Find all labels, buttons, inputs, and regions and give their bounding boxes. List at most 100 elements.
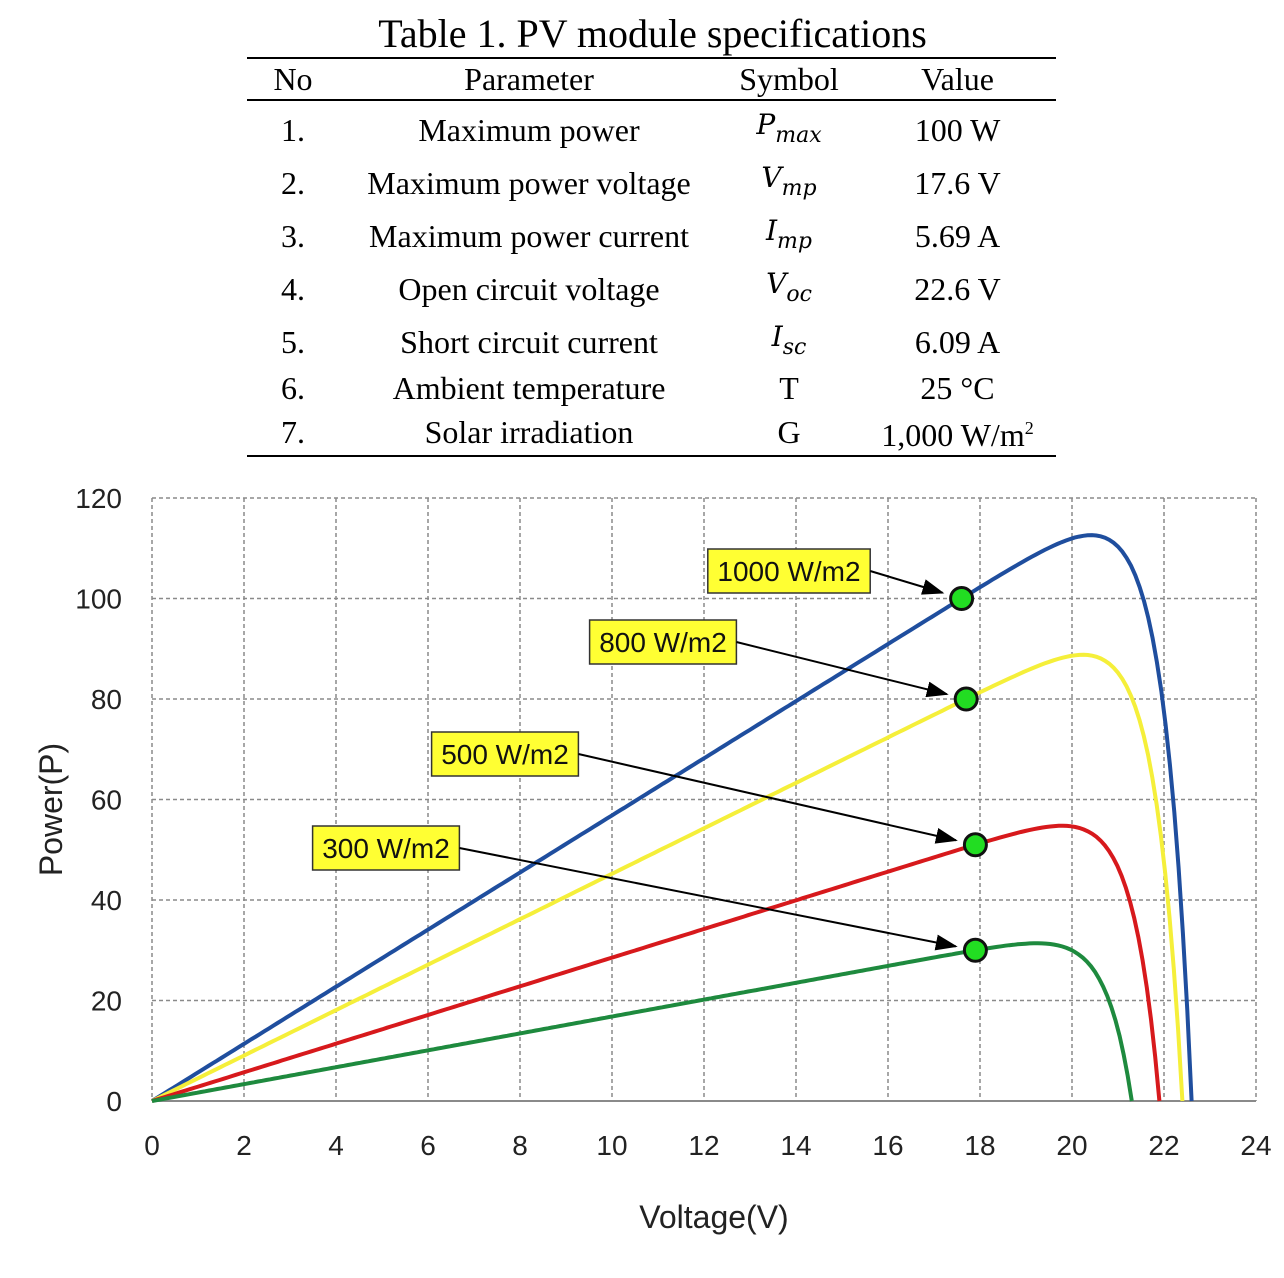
row-parameter: Maximum power voltage	[367, 164, 691, 201]
header-no: No	[273, 61, 313, 97]
row-value: 17.6 V	[859, 156, 1056, 209]
row-number: 3.	[281, 217, 305, 254]
row-number: 2.	[281, 164, 305, 201]
row-number: 5.	[281, 323, 305, 360]
symbol-subscript: max	[775, 123, 822, 148]
x-tick-label: 24	[1240, 1130, 1271, 1161]
y-tick-label: 100	[75, 584, 122, 615]
row-value: 5.69 A	[859, 209, 1056, 262]
x-axis-label: Voltage(V)	[639, 1199, 788, 1235]
x-tick-label: 6	[420, 1130, 436, 1161]
symbol-subscript: mp	[781, 176, 817, 201]
row-number: 4.	[281, 270, 305, 307]
symbol-subscript: sc	[782, 335, 807, 360]
row-parameter: Maximum power current	[369, 217, 689, 254]
row-number: 6.	[281, 370, 305, 406]
x-tick-label: 4	[328, 1130, 344, 1161]
y-tick-label: 120	[75, 483, 122, 514]
row-parameter: Ambient temperature	[392, 370, 666, 406]
row-number: 7.	[281, 413, 305, 450]
row-symbol: Vmp	[719, 156, 859, 209]
symbol-main: V	[761, 161, 782, 194]
series-label-box	[707, 548, 871, 594]
x-tick-label: 22	[1148, 1130, 1179, 1161]
y-axis-label: Power(P)	[33, 743, 69, 876]
symbol-main: I	[771, 320, 783, 353]
table-row: 6. Ambient temperature T 25 °C	[247, 368, 1056, 408]
y-tick-label: 20	[91, 986, 122, 1017]
value-text: 100 W	[914, 111, 1001, 148]
y-tick-label: 40	[91, 885, 122, 916]
y-tick-label: 0	[106, 1086, 122, 1117]
header-parameter: Parameter	[464, 61, 594, 97]
x-tick-label: 12	[688, 1130, 719, 1161]
symbol-main: P	[756, 108, 776, 141]
symbol-main: T	[779, 370, 799, 406]
series-line	[151, 823, 1162, 1103]
symbol-main: V	[766, 267, 787, 300]
series-label-arrow	[459, 847, 958, 951]
value-text: 1,000 W/m	[881, 417, 1025, 453]
x-tick-label: 20	[1056, 1130, 1087, 1161]
row-parameter: Maximum power	[418, 111, 640, 148]
row-parameter: Short circuit current	[400, 323, 658, 360]
series-label-arrow	[736, 641, 949, 698]
x-tick-label: 14	[780, 1130, 811, 1161]
mpp-marker	[949, 586, 975, 611]
row-value: 6.09 A	[859, 315, 1056, 368]
mpp-marker	[953, 686, 979, 712]
row-symbol: T	[719, 368, 859, 408]
spec-table: No Parameter Symbol Value 1. Maximum powe…	[247, 57, 1056, 457]
table-header-row: No Parameter Symbol Value	[247, 58, 1056, 100]
x-tick-label: 18	[964, 1130, 995, 1161]
symbol-subscript: oc	[786, 282, 812, 307]
series-line	[150, 533, 1194, 1103]
header-symbol: Symbol	[739, 61, 839, 97]
table-row: 5. Short circuit current Isc 6.09 A	[247, 315, 1056, 368]
header-value: Value	[921, 61, 994, 97]
row-number: 1.	[281, 111, 305, 148]
row-symbol: Voc	[719, 262, 859, 315]
row-symbol: G	[719, 408, 859, 456]
series-label-text: 500 W/m2	[441, 739, 569, 770]
value-superscript: 2	[1024, 418, 1034, 438]
x-tick-label: 16	[872, 1130, 903, 1161]
x-tick-label: 10	[596, 1130, 627, 1161]
row-value: 100 W	[859, 100, 1056, 156]
row-symbol: Imp	[719, 209, 859, 262]
table-row: 1. Maximum power Pmax 100 W	[247, 100, 1056, 156]
table-caption: Table 1. PV module specifications	[378, 11, 927, 56]
series-label-text: 300 W/m2	[322, 833, 450, 864]
x-tick-label: 0	[144, 1130, 160, 1161]
row-parameter: Solar irradiation	[424, 413, 634, 450]
series-label-arrow	[578, 753, 958, 844]
x-tick-label: 2	[236, 1130, 252, 1161]
value-text: 25 °C	[920, 370, 995, 406]
series-line	[151, 941, 1134, 1103]
table-row: 3. Maximum power current Imp 5.69 A	[247, 209, 1056, 262]
series-label-arrow	[869, 570, 945, 595]
y-tick-label: 80	[91, 684, 122, 715]
symbol-main: I	[765, 214, 778, 247]
value-text: 22.6 V	[914, 270, 1001, 307]
chart-grid	[151, 497, 1257, 1102]
series-label-text: 1000 W/m2	[717, 556, 860, 587]
table-row: 2. Maximum power voltage Vmp 17.6 V	[247, 156, 1056, 209]
x-tick-label: 8	[512, 1130, 528, 1161]
value-text: 17.6 V	[914, 164, 1001, 201]
symbol-subscript: mp	[777, 229, 812, 254]
row-value: 1,000 W/m2	[859, 408, 1056, 456]
mpp-marker	[962, 832, 988, 858]
series-label-box	[588, 619, 738, 665]
row-symbol: Pmax	[719, 100, 859, 156]
series-label-box	[311, 825, 461, 871]
series-label-text: 800 W/m2	[599, 627, 727, 658]
series-line	[151, 652, 1185, 1103]
row-value: 22.6 V	[859, 262, 1056, 315]
table-row: 4. Open circuit voltage Voc 22.6 V	[247, 262, 1056, 315]
table-row: 7. Solar irradiation G 1,000 W/m2	[247, 408, 1056, 456]
row-value: 25 °C	[859, 368, 1056, 408]
value-text: 6.09 A	[914, 323, 1001, 360]
row-symbol: Isc	[719, 315, 859, 368]
